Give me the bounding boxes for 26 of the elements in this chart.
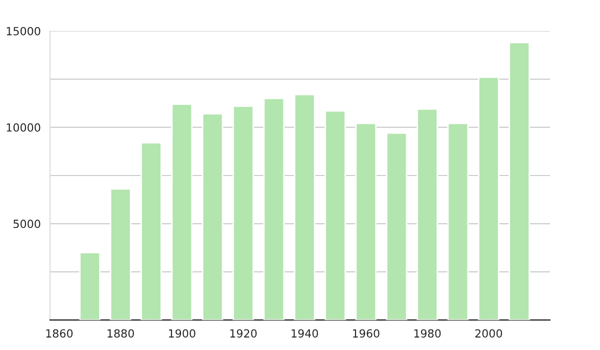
y-tick-label: 15000 xyxy=(6,26,40,36)
y-tick-label: 5000 xyxy=(14,220,40,228)
x-tick-label: 1940 xyxy=(292,329,318,338)
bar xyxy=(386,132,408,320)
x-tick-label: 1960 xyxy=(353,329,380,338)
x-tick-label: 1860 xyxy=(46,329,73,338)
bar xyxy=(294,94,316,320)
bar xyxy=(79,252,101,320)
bar xyxy=(171,104,193,320)
x-tick-label: 1920 xyxy=(230,329,257,338)
x-tick-label: 2000 xyxy=(475,329,502,338)
bar xyxy=(508,42,530,320)
x-tick-label: 1900 xyxy=(168,329,196,338)
x-tick-label: 1880 xyxy=(108,329,134,338)
bar xyxy=(232,105,254,320)
bar xyxy=(140,142,162,320)
bar xyxy=(478,76,500,320)
x-tick-label: 1980 xyxy=(414,329,441,338)
bar xyxy=(416,108,438,320)
bar xyxy=(202,113,224,320)
bar xyxy=(324,110,346,320)
bar xyxy=(355,122,377,320)
y-tick-label: 10000 xyxy=(6,123,40,132)
bar xyxy=(447,122,469,320)
bar xyxy=(110,188,132,320)
bar xyxy=(263,98,285,320)
